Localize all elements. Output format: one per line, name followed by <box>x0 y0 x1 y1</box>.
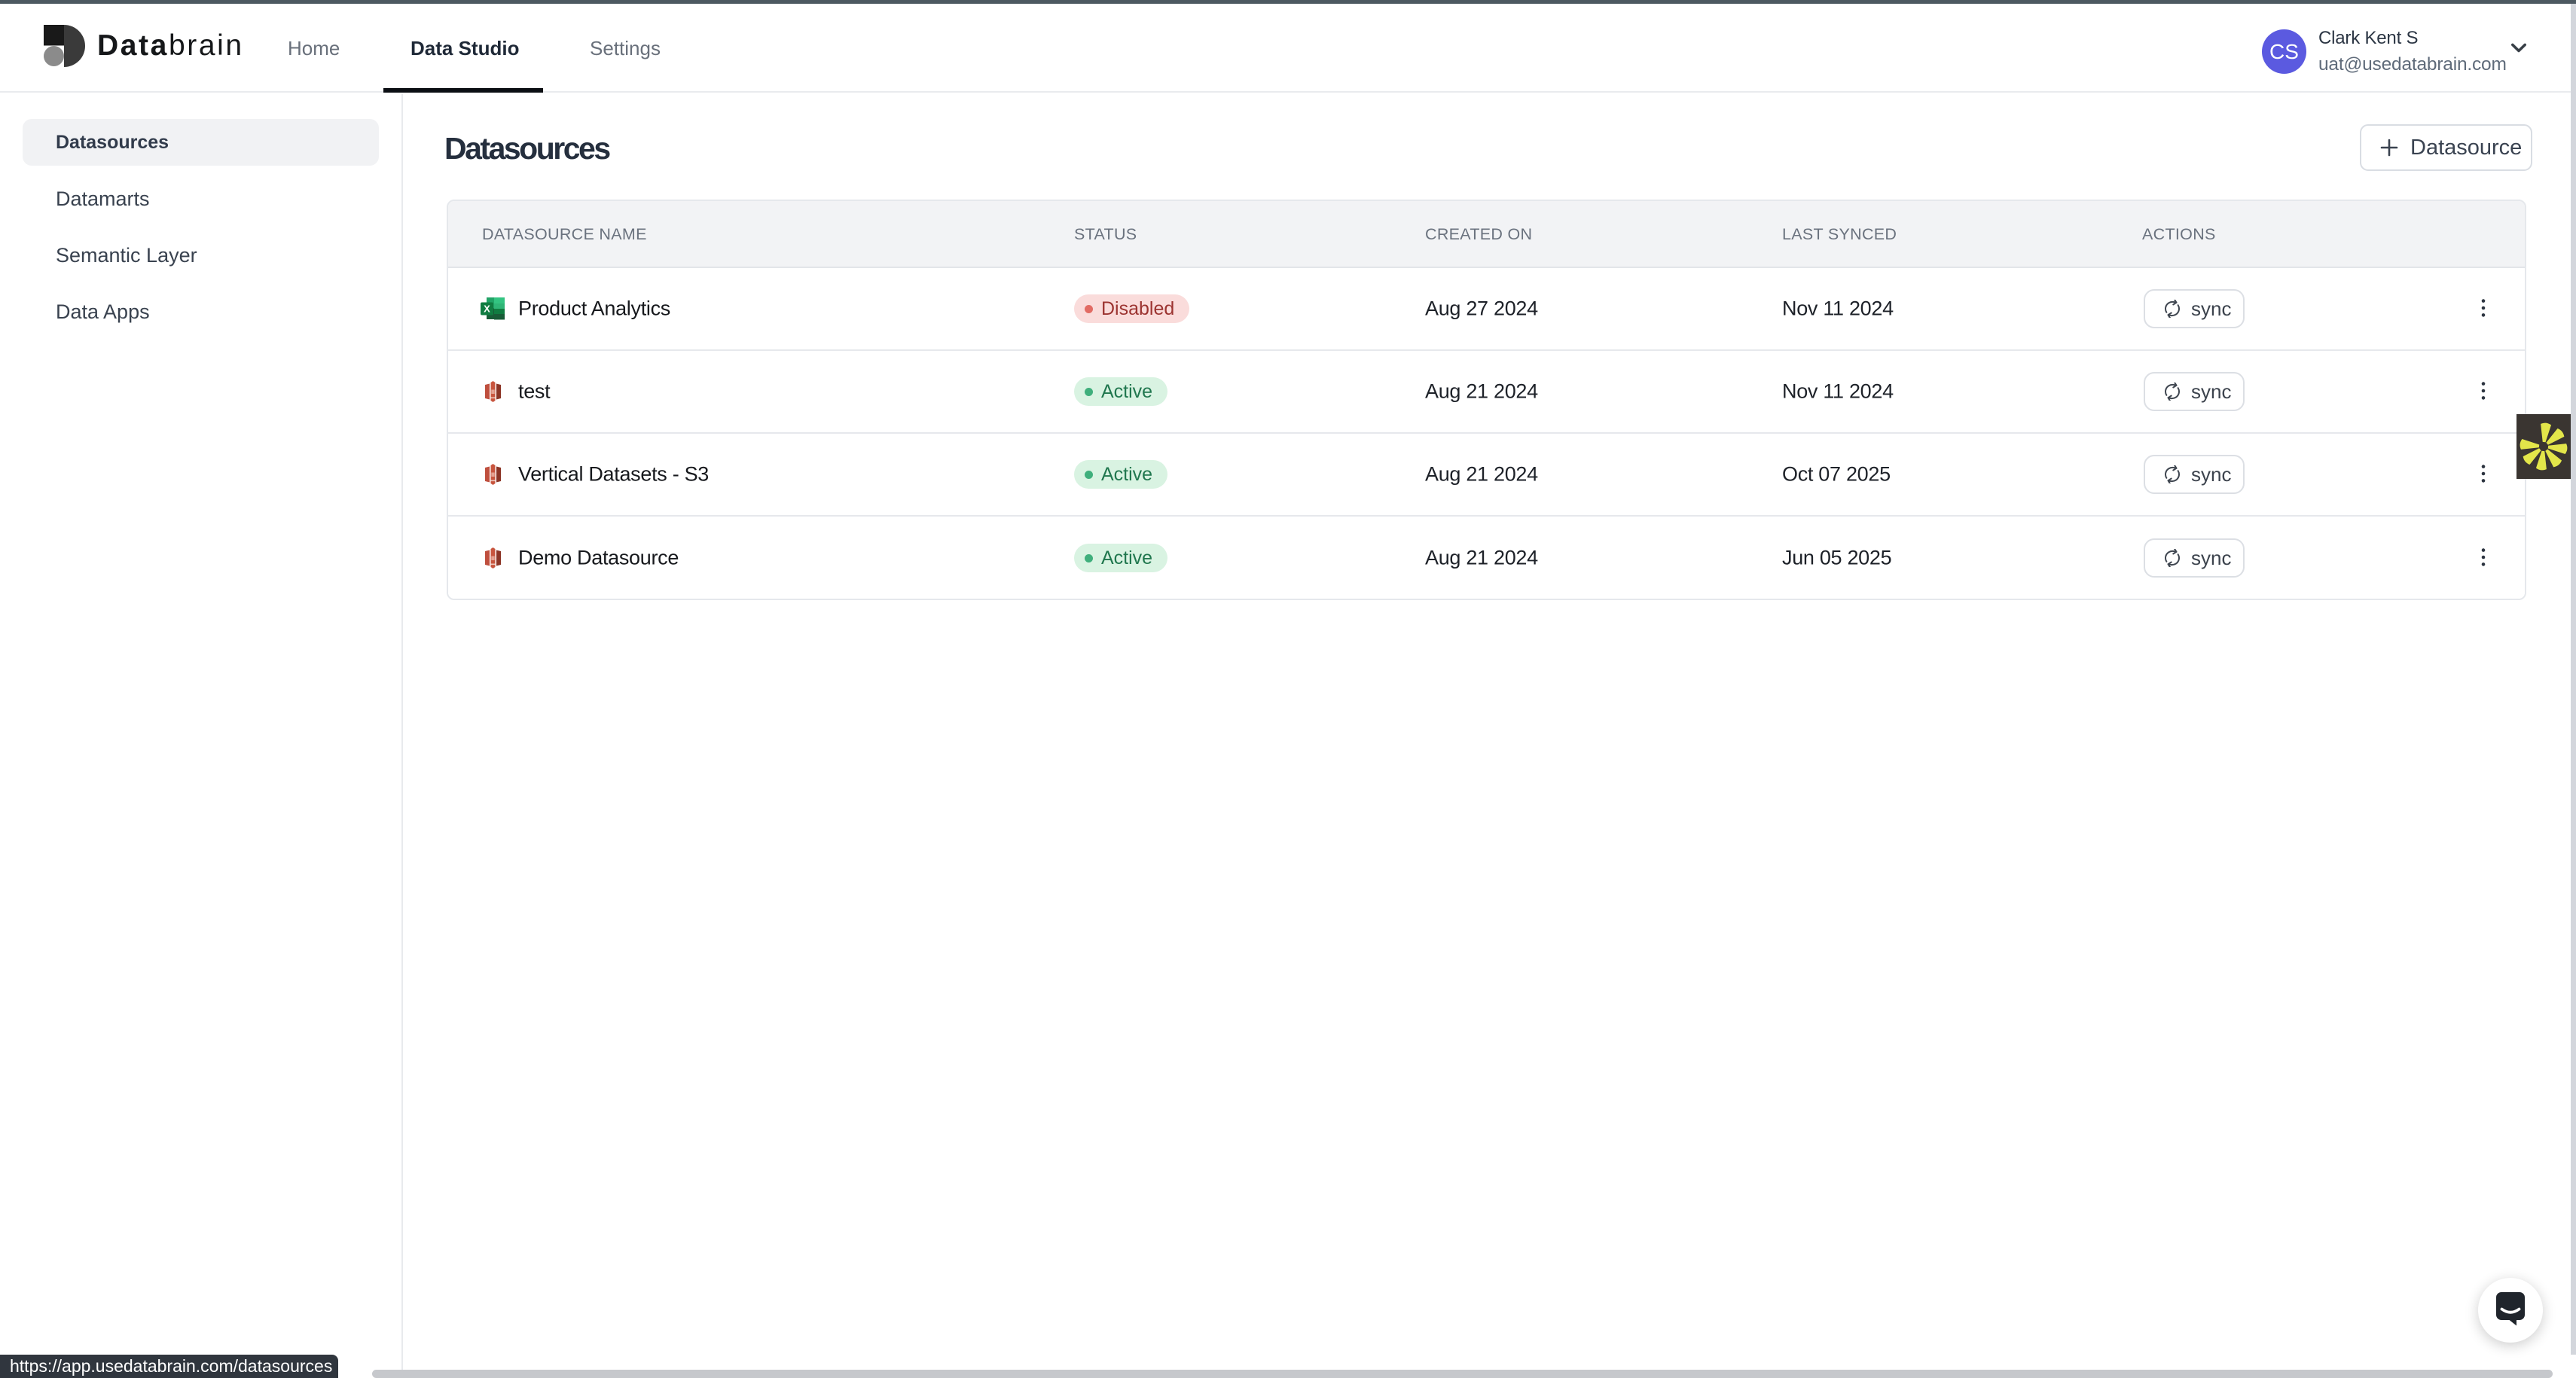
svg-text:X: X <box>484 303 490 315</box>
